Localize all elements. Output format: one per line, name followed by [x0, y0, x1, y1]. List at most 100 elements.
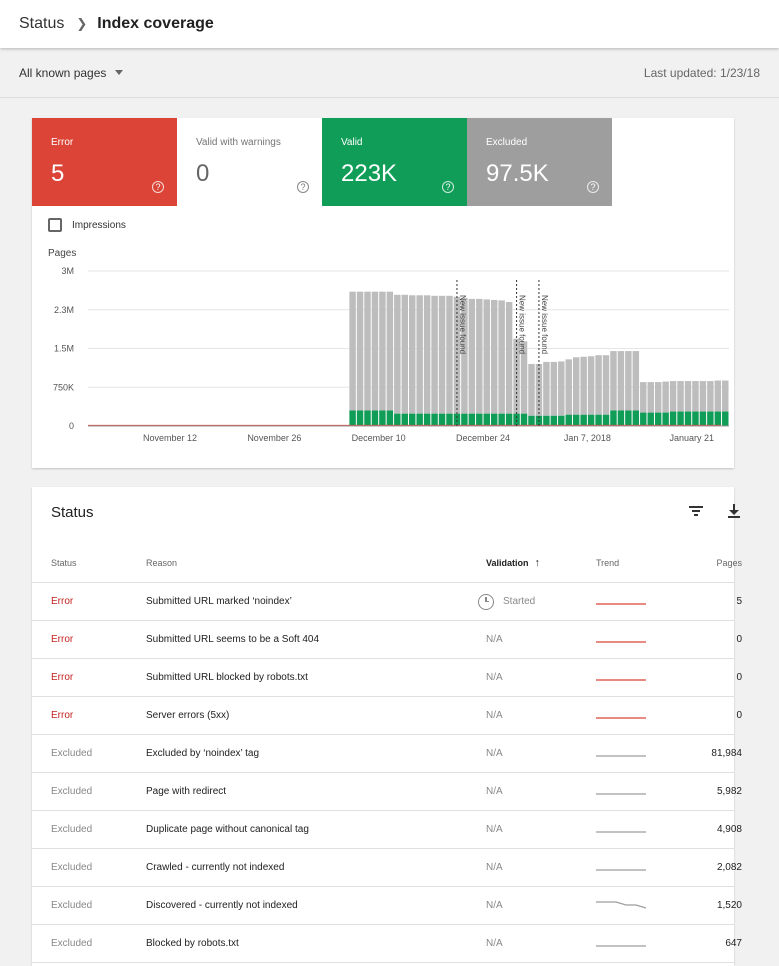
- trend-sparkline: [596, 869, 646, 871]
- bar-excluded: [476, 298, 483, 414]
- col-pages[interactable]: Pages: [716, 558, 742, 568]
- impressions-label: Impressions: [72, 219, 126, 231]
- table-body: Error Submitted URL marked ‘noindex’ Start…: [32, 583, 742, 963]
- bar-valid: [379, 410, 386, 426]
- table-row[interactable]: Error Server errors (5xx) N/A 0: [32, 697, 742, 735]
- bar-valid: [394, 413, 401, 426]
- help-icon[interactable]: ?: [152, 181, 164, 193]
- bar-valid: [625, 410, 632, 426]
- y-tick-label: 2.3M: [54, 305, 74, 315]
- trend-sparkline: [596, 901, 647, 909]
- col-trend[interactable]: Trend: [596, 558, 620, 568]
- pages-dropdown[interactable]: All known pages: [19, 66, 124, 80]
- table-row[interactable]: Excluded Excluded by ‘noindex’ tag N/A 81,9…: [32, 735, 742, 773]
- bar-valid: [431, 413, 438, 426]
- trend-sparkline: [596, 641, 646, 643]
- bar-excluded: [707, 381, 714, 412]
- tile-value: 0: [196, 160, 210, 187]
- table-row[interactable]: Excluded Blocked by robots.txt N/A 647: [32, 925, 742, 963]
- download-icon[interactable]: [724, 501, 744, 521]
- overview-card: Error 5 ? Valid with warnings 0 ? Valid …: [32, 118, 734, 468]
- tile-value: 5: [51, 160, 65, 187]
- filter-icon[interactable]: [686, 501, 706, 521]
- bar-excluded: [714, 380, 722, 412]
- bar-valid: [461, 413, 468, 426]
- x-tick-label: December 10: [352, 433, 406, 443]
- validation-value: N/A: [486, 900, 503, 911]
- validation-value: N/A: [486, 786, 503, 797]
- bar-excluded: [625, 351, 632, 411]
- bar-excluded: [669, 381, 677, 412]
- table-row[interactable]: Excluded Page with redirect N/A 5,982: [32, 773, 742, 811]
- trend-sparkline: [596, 717, 646, 719]
- table-row[interactable]: Excluded Discovered - currently not index…: [32, 887, 742, 925]
- row-reason: Duplicate page without canonical tag: [146, 824, 309, 835]
- table-row[interactable]: Excluded Duplicate page without canonical…: [32, 811, 742, 849]
- status-title: Status: [51, 504, 94, 521]
- bar-excluded: [580, 356, 587, 415]
- impressions-toggle[interactable]: Impressions: [48, 218, 126, 232]
- tile-valid[interactable]: Valid 223K ?: [322, 118, 467, 206]
- x-tick-label: Jan 7, 2018: [564, 433, 611, 443]
- bar-excluded: [371, 291, 379, 411]
- bar-excluded: [446, 295, 453, 414]
- table-row[interactable]: Excluded Crawled - currently not indexed N…: [32, 849, 742, 887]
- breadcrumb-parent[interactable]: Status: [19, 15, 65, 32]
- tile-valid-with-warnings[interactable]: Valid with warnings 0 ?: [177, 118, 322, 206]
- bar-valid: [610, 410, 617, 426]
- bar-excluded: [684, 381, 692, 412]
- row-reason: Page with redirect: [146, 786, 227, 797]
- row-pages: 0: [736, 634, 742, 645]
- bar-valid: [446, 413, 453, 426]
- col-reason[interactable]: Reason: [146, 558, 178, 568]
- help-icon[interactable]: ?: [297, 181, 309, 193]
- row-status: Excluded: [51, 786, 93, 797]
- table-row[interactable]: Error Submitted URL blocked by robots.txt…: [32, 659, 742, 697]
- bar-valid: [640, 412, 647, 426]
- page-title: Index coverage: [97, 15, 214, 32]
- row-pages: 647: [725, 938, 742, 949]
- bar-valid: [654, 412, 662, 426]
- table-header: Status Reason Validation ↑ Trend Pages: [32, 544, 742, 583]
- tile-label: Error: [51, 137, 74, 148]
- bar-valid: [453, 413, 461, 426]
- arrow-up-icon: ↑: [534, 557, 541, 569]
- bar-valid: [520, 413, 528, 426]
- row-pages: 0: [736, 710, 742, 721]
- bar-excluded: [543, 361, 550, 416]
- bar-excluded: [558, 361, 565, 416]
- help-icon[interactable]: ?: [442, 181, 454, 193]
- bar-valid: [558, 415, 565, 426]
- col-validation[interactable]: Validation ↑: [486, 557, 540, 569]
- bar-excluded: [356, 291, 364, 411]
- col-status[interactable]: Status: [51, 558, 77, 568]
- bar-valid: [386, 410, 394, 426]
- bar-excluded: [431, 295, 438, 414]
- tile-error[interactable]: Error 5 ?: [32, 118, 177, 206]
- tile-excluded[interactable]: Excluded 97.5K ?: [467, 118, 612, 206]
- bar-excluded: [550, 361, 558, 416]
- bar-valid: [505, 413, 513, 426]
- row-reason: Submitted URL seems to be a Soft 404: [146, 634, 320, 645]
- bar-excluded: [610, 351, 617, 411]
- help-icon[interactable]: ?: [587, 181, 599, 193]
- validation-started: Started: [478, 593, 536, 610]
- table-row[interactable]: Error Submitted URL marked ‘noindex’ Start…: [32, 583, 742, 621]
- last-updated: Last updated: 1/23/18: [643, 65, 760, 80]
- tile-value: 223K: [341, 160, 398, 187]
- validation-value: N/A: [486, 672, 503, 683]
- tile-label: Excluded: [486, 137, 528, 148]
- row-reason: Discovered - currently not indexed: [146, 900, 298, 911]
- bar-valid: [498, 413, 505, 426]
- bar-valid: [401, 413, 408, 426]
- bar-excluded: [654, 382, 662, 413]
- bar-excluded: [423, 295, 431, 414]
- summary-tiles: Error 5 ? Valid with warnings 0 ? Valid …: [32, 118, 734, 206]
- bar-valid: [669, 411, 677, 426]
- validation-value: Started: [503, 596, 536, 607]
- bar-valid: [684, 411, 692, 426]
- bar-valid: [647, 412, 654, 426]
- bar-excluded: [461, 297, 468, 414]
- impressions-checkbox[interactable]: [48, 218, 62, 232]
- table-row[interactable]: Error Submitted URL seems to be a Soft 40…: [32, 621, 742, 659]
